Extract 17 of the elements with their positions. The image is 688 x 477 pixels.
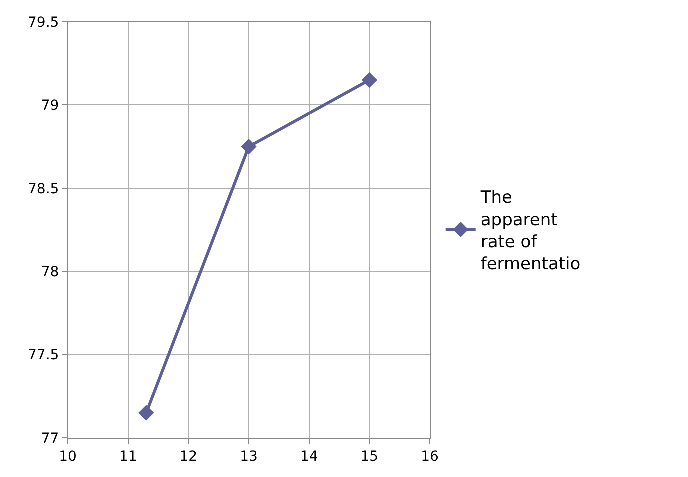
y-tick-label: 79 xyxy=(41,98,60,114)
x-tick-label: 14 xyxy=(300,448,318,465)
x-tick-label: 15 xyxy=(360,448,379,465)
x-tick-label: 11 xyxy=(119,448,138,465)
x-tick-label: 10 xyxy=(59,448,77,465)
y-tick-label: 77.5 xyxy=(28,348,60,364)
y-tick-label: 79.5 xyxy=(28,14,60,31)
x-tick-label: 13 xyxy=(240,448,258,465)
point xyxy=(138,405,154,421)
y-tick-label: 78 xyxy=(41,264,60,280)
y-tick-label: 77 xyxy=(41,430,60,447)
legend-label: The apparent rate of fermentatio xyxy=(480,188,581,274)
x-tick-label: 16 xyxy=(421,448,439,465)
x-tick-label: 12 xyxy=(180,448,198,465)
point xyxy=(241,139,257,155)
point xyxy=(362,72,378,88)
y-tick-label: 78.5 xyxy=(28,181,60,198)
